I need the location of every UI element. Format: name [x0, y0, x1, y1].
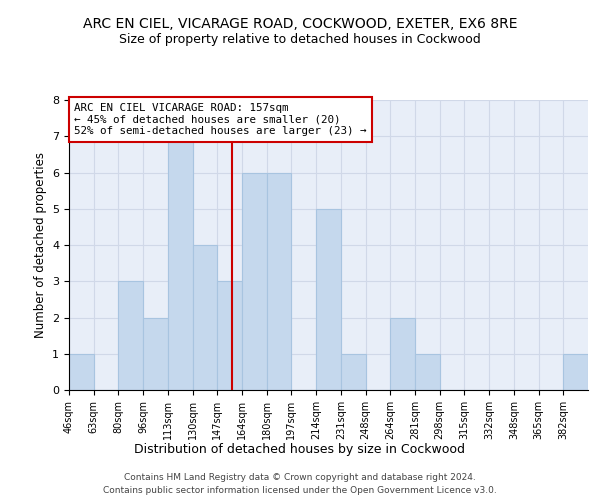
Text: ARC EN CIEL, VICARAGE ROAD, COCKWOOD, EXETER, EX6 8RE: ARC EN CIEL, VICARAGE ROAD, COCKWOOD, EX…: [83, 18, 517, 32]
Bar: [267, 172, 292, 390]
Bar: [217, 281, 242, 390]
Bar: [390, 318, 415, 390]
Bar: [316, 209, 341, 390]
Text: Size of property relative to detached houses in Cockwood: Size of property relative to detached ho…: [119, 32, 481, 46]
Bar: [242, 172, 267, 390]
Bar: [143, 318, 168, 390]
Text: ARC EN CIEL VICARAGE ROAD: 157sqm
← 45% of detached houses are smaller (20)
52% : ARC EN CIEL VICARAGE ROAD: 157sqm ← 45% …: [74, 103, 367, 136]
Bar: [341, 354, 365, 390]
Bar: [168, 136, 193, 390]
Y-axis label: Number of detached properties: Number of detached properties: [34, 152, 47, 338]
Bar: [415, 354, 440, 390]
Bar: [69, 354, 94, 390]
Bar: [118, 281, 143, 390]
Text: Contains public sector information licensed under the Open Government Licence v3: Contains public sector information licen…: [103, 486, 497, 495]
Bar: [563, 354, 588, 390]
Bar: [193, 245, 217, 390]
Text: Contains HM Land Registry data © Crown copyright and database right 2024.: Contains HM Land Registry data © Crown c…: [124, 472, 476, 482]
Text: Distribution of detached houses by size in Cockwood: Distribution of detached houses by size …: [134, 442, 466, 456]
